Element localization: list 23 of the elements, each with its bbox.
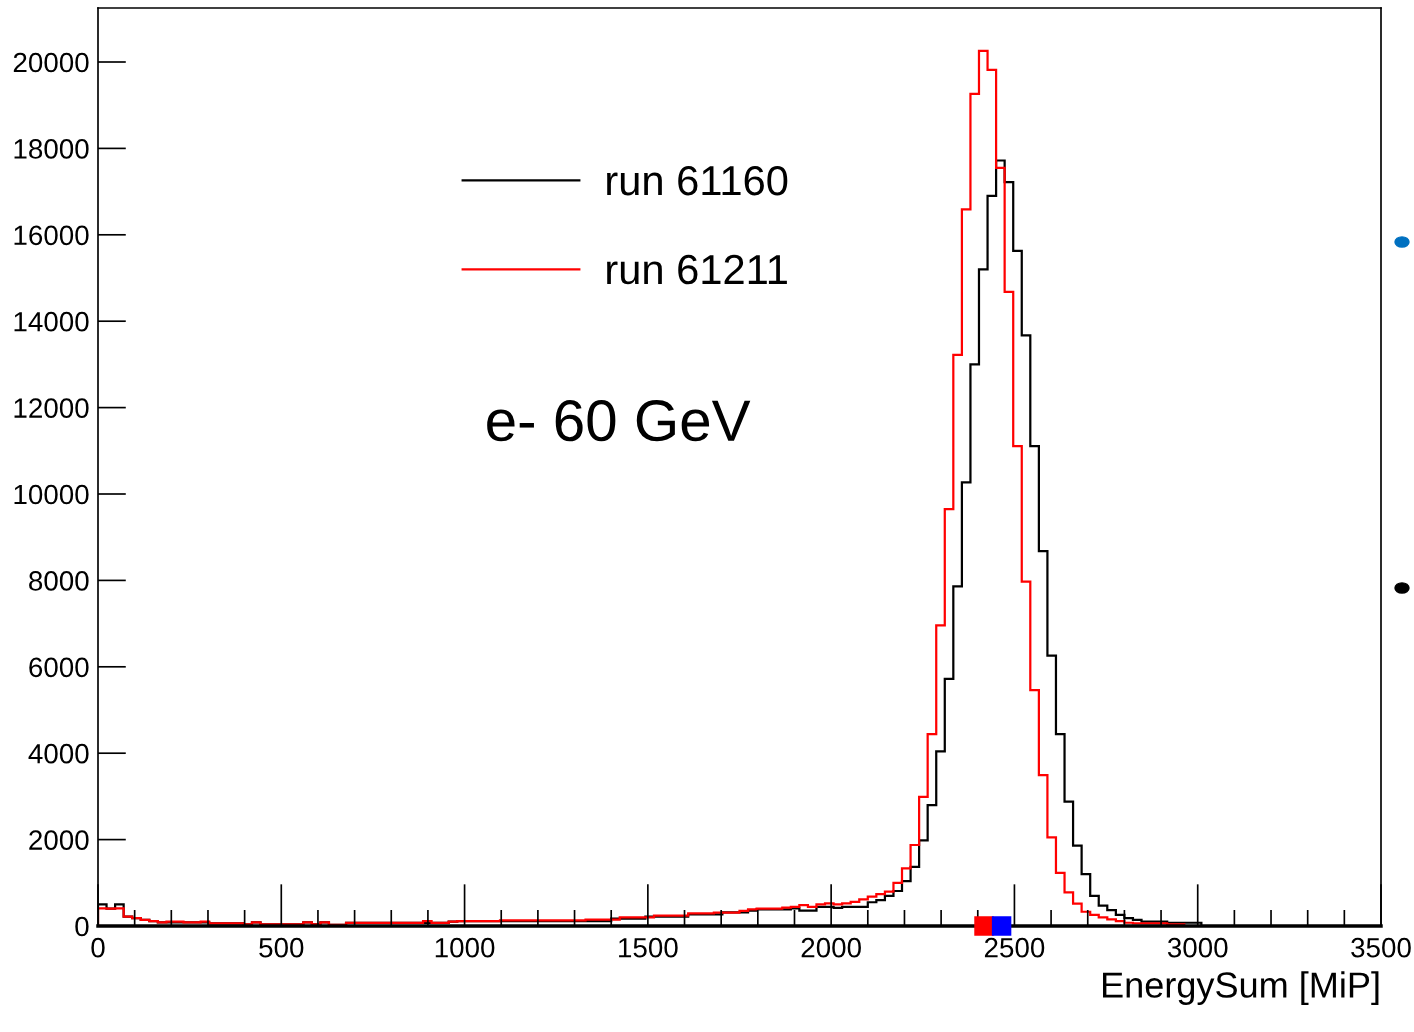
y-tick-label: 12000 — [14, 398, 89, 418]
y-tick-label: 0 — [75, 916, 89, 937]
x-tick-label: 1000 — [435, 937, 495, 958]
y-tick-label: 16000 — [14, 225, 89, 246]
x-tick-label: 1500 — [619, 937, 678, 958]
annotation: e- 60 GeV — [487, 400, 751, 442]
y-tick-label: 6000 — [29, 657, 89, 678]
legend-label: run 61160 — [607, 165, 788, 196]
x-tick-label: 2000 — [801, 937, 861, 958]
x-tick-label: 2500 — [984, 937, 1045, 958]
y-tick-label: 20000 — [13, 52, 89, 73]
y-tick-label: 18000 — [14, 139, 89, 159]
y-tick-label: 2000 — [29, 830, 89, 850]
x-tick-label: 3500 — [1351, 937, 1411, 958]
y-tick-label: 10000 — [14, 484, 89, 505]
legend-label: run 61211 — [607, 254, 787, 285]
x-tick-label: 500 — [259, 937, 304, 958]
x-tick-label: 0 — [91, 937, 105, 958]
y-tick-label: 14000 — [14, 311, 89, 332]
y-tick-label: 4000 — [28, 743, 89, 764]
x-tick-label: 3000 — [1167, 937, 1228, 958]
x-axis-title: EnergySum [MiP] — [1103, 971, 1379, 1005]
y-tick-label: 8000 — [29, 571, 89, 591]
